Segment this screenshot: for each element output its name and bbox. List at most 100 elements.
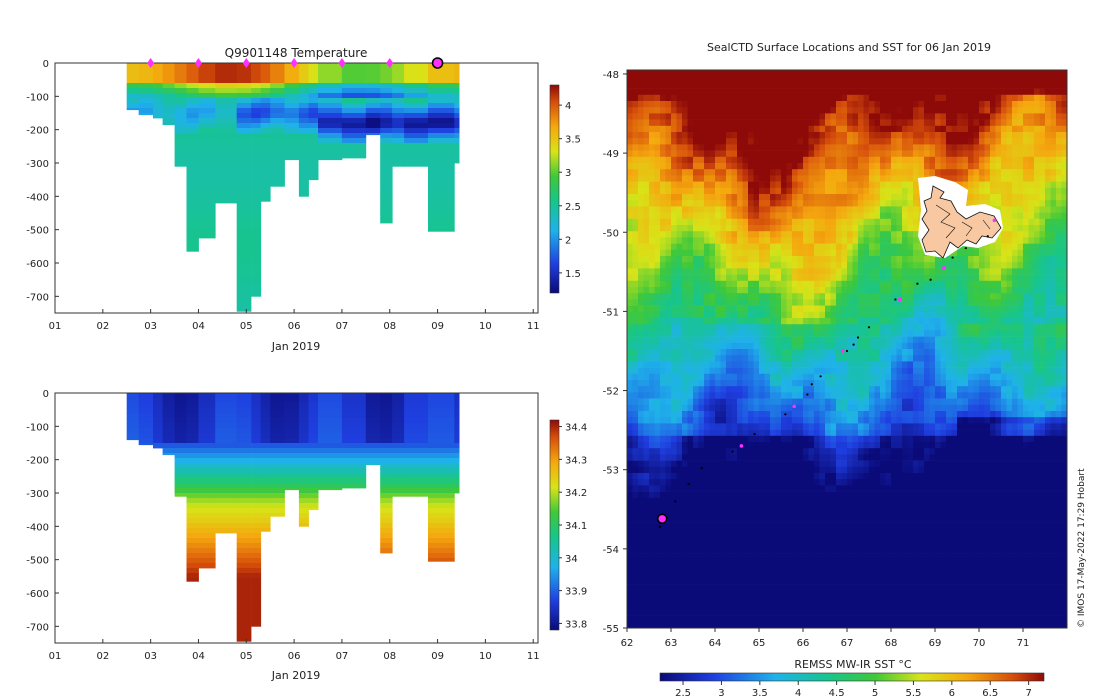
salinity-cell	[404, 488, 429, 494]
sst-cell	[995, 94, 1002, 102]
sst-cell	[1050, 212, 1057, 220]
sst-cell	[951, 256, 958, 263]
sst-cell	[638, 243, 644, 251]
temperature-cell	[186, 108, 199, 114]
sst-cell	[654, 163, 661, 170]
sst-cell	[709, 293, 716, 300]
sst-cell	[786, 218, 793, 226]
sst-cell	[1017, 293, 1024, 300]
sst-cell	[858, 132, 864, 139]
sst-cell	[638, 305, 644, 313]
salinity-cell	[318, 413, 343, 419]
sst-cell	[990, 163, 996, 170]
sst-cell	[918, 249, 925, 257]
salinity-cell	[260, 473, 271, 479]
salinity-cell	[198, 438, 216, 444]
salinity-cell	[454, 418, 460, 424]
salinity-cell	[186, 443, 199, 449]
sst-cell	[726, 107, 732, 114]
salinity-cell	[215, 463, 238, 469]
sst-cell	[715, 181, 721, 189]
temperature-cell	[153, 68, 163, 74]
sst-cell	[946, 293, 952, 300]
sst-cell	[687, 355, 694, 362]
sst-cell	[896, 218, 903, 226]
sst-cell	[896, 237, 903, 244]
sst-cell	[1017, 175, 1024, 182]
sst-cell	[797, 237, 804, 244]
temperature-cell	[298, 68, 309, 74]
sst-cell	[687, 132, 694, 139]
sst-cell	[792, 280, 798, 288]
sst-cell	[720, 107, 727, 114]
salinity-cell	[251, 563, 262, 569]
sst-cell	[1001, 187, 1007, 195]
sst-cell	[698, 181, 705, 189]
sst-cell	[990, 132, 996, 139]
sst-cell	[1034, 194, 1040, 201]
temperature-cell	[380, 63, 393, 69]
sst-cell	[902, 175, 908, 182]
salinity-cell	[308, 443, 319, 449]
sst-cell	[687, 88, 694, 96]
sst-cell	[819, 330, 826, 337]
salinity-cell	[153, 393, 163, 399]
sst-cell	[632, 274, 639, 282]
sst-cell	[1045, 150, 1051, 158]
salinity-cell	[260, 433, 271, 439]
temperature-cell	[341, 93, 367, 99]
sst-cell	[847, 218, 853, 226]
sst-cell	[819, 268, 826, 275]
salinity-cell	[260, 508, 271, 514]
sst-cell	[880, 175, 886, 182]
sst-cell	[709, 206, 716, 213]
salinity-cell	[428, 433, 455, 439]
sst-cell	[693, 311, 699, 319]
sst-cell	[676, 76, 683, 83]
salinity-cell	[251, 438, 262, 444]
sst-cell	[803, 144, 809, 151]
sst-cell	[863, 305, 870, 313]
sst-cell	[979, 249, 985, 257]
sst-cell	[759, 132, 765, 139]
salinity-cell	[284, 463, 300, 469]
temperature-cell	[454, 88, 460, 94]
sst-cell	[1056, 175, 1062, 182]
sst-cell	[627, 274, 633, 282]
salinity-cell	[251, 508, 262, 514]
temperature-cell	[251, 163, 262, 169]
sst-cell	[726, 355, 732, 362]
temperature-cell	[186, 158, 199, 164]
sst-cell	[781, 113, 787, 120]
sst-cell	[803, 231, 809, 238]
temperature-cell	[186, 228, 199, 234]
sst-cell	[742, 200, 749, 207]
profile-marker	[386, 58, 394, 68]
sst-cell	[984, 342, 991, 350]
salinity-cell	[162, 438, 175, 444]
sst-cell	[852, 280, 859, 288]
salinity-cell	[251, 528, 262, 534]
salinity-cell	[174, 453, 187, 459]
salinity-cell	[260, 458, 271, 464]
sst-cell	[940, 330, 947, 337]
sst-cell	[660, 299, 666, 306]
sst-cell	[726, 349, 732, 356]
sst-cell	[687, 113, 694, 120]
salinity-cell	[392, 493, 405, 497]
sst-cell	[1006, 212, 1013, 220]
sst-cell	[1061, 82, 1067, 89]
sst-cell	[1039, 280, 1046, 288]
sst-cell	[682, 293, 688, 300]
sst-cell	[660, 76, 666, 83]
sst-cell	[808, 82, 815, 89]
temperature-cell	[308, 128, 319, 134]
sst-cell	[1056, 231, 1062, 238]
sst-cell	[753, 218, 760, 226]
sst-cell	[759, 318, 765, 325]
sst-cell	[726, 76, 732, 83]
sst-cell	[665, 181, 672, 189]
x-tick-label: 10	[479, 651, 492, 662]
temperature-cell	[341, 133, 367, 139]
sst-cell	[742, 88, 749, 96]
